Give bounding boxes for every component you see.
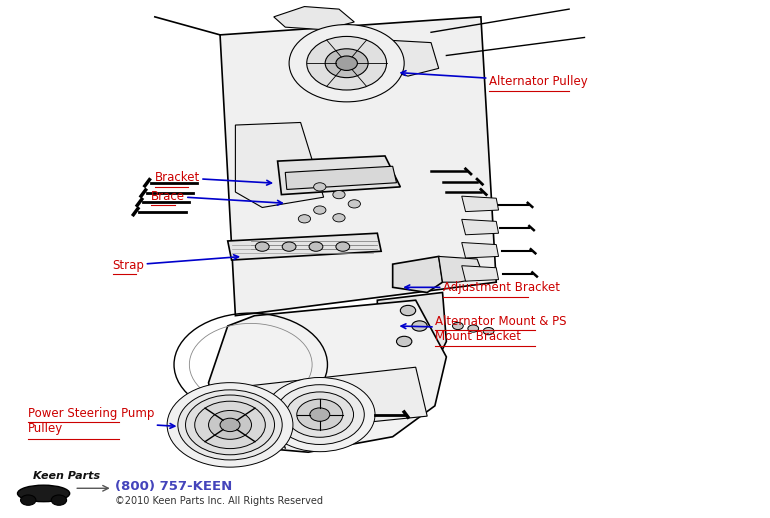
Circle shape — [336, 56, 357, 70]
Circle shape — [298, 214, 310, 223]
Text: Brace: Brace — [151, 190, 282, 205]
Circle shape — [333, 191, 345, 199]
Polygon shape — [462, 219, 498, 235]
Polygon shape — [377, 293, 447, 362]
Circle shape — [313, 206, 326, 214]
Polygon shape — [385, 40, 439, 76]
Polygon shape — [228, 388, 300, 426]
Polygon shape — [462, 242, 498, 258]
Circle shape — [220, 418, 240, 431]
Circle shape — [313, 183, 326, 191]
Circle shape — [186, 395, 275, 455]
Circle shape — [256, 242, 270, 251]
Text: (800) 757-KEEN: (800) 757-KEEN — [115, 480, 233, 493]
Circle shape — [195, 401, 266, 449]
Polygon shape — [439, 256, 481, 282]
Circle shape — [178, 390, 282, 460]
Circle shape — [336, 242, 350, 251]
Text: Keen Parts: Keen Parts — [33, 471, 100, 481]
Polygon shape — [462, 196, 498, 211]
Circle shape — [400, 306, 416, 315]
Circle shape — [468, 325, 479, 332]
Text: Adjustment Bracket: Adjustment Bracket — [405, 281, 560, 294]
Circle shape — [21, 495, 36, 505]
Circle shape — [310, 408, 330, 421]
Polygon shape — [220, 17, 496, 315]
Polygon shape — [285, 166, 397, 190]
Circle shape — [309, 242, 323, 251]
Circle shape — [52, 495, 66, 505]
Circle shape — [209, 410, 252, 439]
Text: Strap: Strap — [112, 255, 239, 271]
Text: Bracket: Bracket — [155, 171, 271, 185]
Ellipse shape — [18, 485, 69, 501]
Circle shape — [412, 321, 427, 331]
Circle shape — [306, 36, 387, 90]
Circle shape — [397, 336, 412, 347]
Circle shape — [282, 242, 296, 251]
Text: Alternator Mount & PS
Mount Bracket: Alternator Mount & PS Mount Bracket — [401, 314, 567, 342]
Circle shape — [453, 322, 464, 329]
Circle shape — [333, 213, 345, 222]
Circle shape — [484, 327, 494, 335]
Text: ©2010 Keen Parts Inc. All Rights Reserved: ©2010 Keen Parts Inc. All Rights Reserve… — [115, 496, 323, 506]
Circle shape — [276, 385, 364, 444]
Circle shape — [289, 24, 404, 102]
Polygon shape — [462, 266, 498, 281]
Polygon shape — [228, 233, 381, 260]
Text: Power Steering Pump
Pulley: Power Steering Pump Pulley — [28, 407, 175, 435]
Circle shape — [348, 200, 360, 208]
Polygon shape — [274, 7, 354, 30]
Polygon shape — [209, 300, 447, 452]
Circle shape — [296, 399, 343, 430]
Polygon shape — [232, 367, 427, 435]
Circle shape — [325, 49, 368, 78]
Circle shape — [265, 378, 375, 452]
Circle shape — [167, 383, 293, 467]
Text: Alternator Pulley: Alternator Pulley — [401, 71, 588, 88]
Polygon shape — [236, 122, 323, 208]
Polygon shape — [393, 256, 443, 293]
Circle shape — [286, 392, 353, 437]
Polygon shape — [278, 156, 400, 195]
